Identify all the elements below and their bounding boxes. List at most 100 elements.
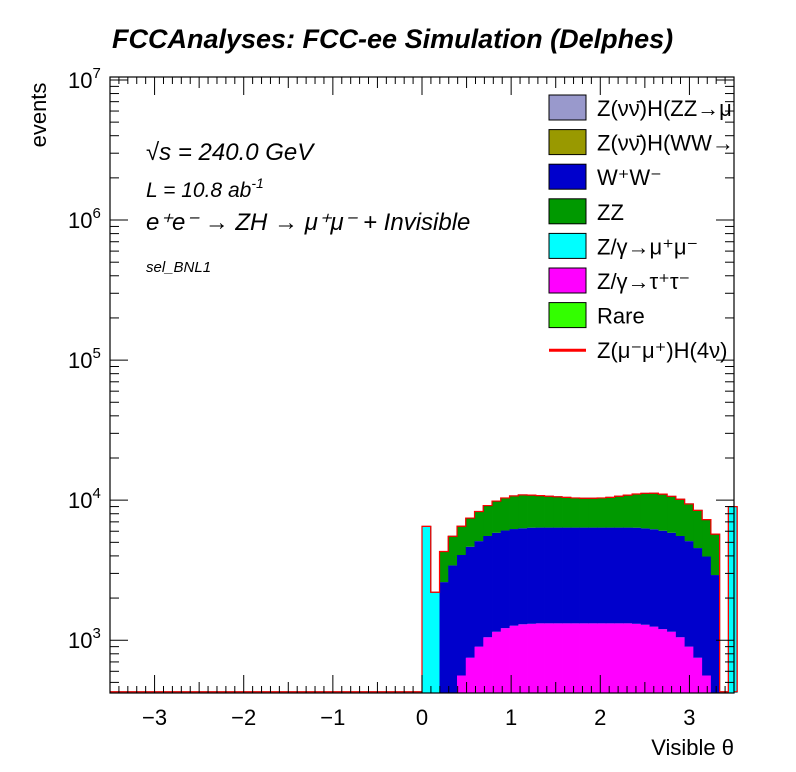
legend-label: Z(νν̄)H(ZZ→μ⁺μ⁻ν⁺ν⁻) [597, 96, 796, 121]
legend-label: ZZ [597, 200, 624, 225]
bar-ww [597, 527, 607, 624]
bar-ww [579, 527, 589, 624]
legend-swatch [548, 302, 587, 329]
bar-zgamma_tautau [527, 623, 537, 693]
bar-zz [535, 495, 545, 528]
legend-item-ww: W⁺W⁻ [548, 163, 662, 190]
plot-frame [109, 76, 735, 694]
annotation-sqrt-s: √s = 240.0 GeV [146, 139, 315, 166]
bar-zz [605, 497, 615, 528]
bar-ww [623, 527, 633, 624]
bar-zz [702, 519, 712, 557]
bar-zgamma_tautau [658, 629, 668, 693]
signal-line [110, 492, 738, 693]
bar-zz [640, 493, 650, 529]
bar-zgamma_tautau [535, 623, 545, 693]
histogram-bars [110, 492, 738, 693]
bar-ww [588, 527, 598, 624]
bar-ww [457, 554, 467, 676]
bar-zgamma_tautau [553, 623, 563, 693]
bar-zz [509, 495, 519, 530]
bar-zgamma_mumu [728, 506, 738, 693]
annotation-process: e⁺e⁻ → ZH → μ⁺μ⁻ + Invisible [146, 209, 470, 236]
bar-zz [710, 534, 721, 576]
bar-ww [658, 530, 668, 630]
bar-zz [632, 494, 642, 528]
bar-ww [710, 575, 721, 693]
bar-zz [527, 495, 537, 528]
bar-ww [562, 527, 572, 624]
bar-zz [562, 497, 572, 528]
bar-zz [465, 518, 475, 547]
bar-zgamma_tautau [605, 623, 615, 693]
bar-zz [448, 536, 458, 566]
bar-zz [518, 494, 528, 529]
x-tick-label: 1 [505, 705, 517, 730]
bar-zgamma_tautau [597, 623, 607, 693]
y-axis-label: events [26, 83, 51, 148]
bar-zgamma_tautau [544, 623, 554, 693]
legend-swatch [548, 267, 587, 294]
bar-ww [614, 527, 624, 624]
legend-label: Z/γ→τ⁺τ⁻ [597, 269, 690, 294]
x-tick-label: 3 [683, 705, 695, 730]
bar-zgamma_tautau [492, 631, 502, 693]
bar-zz [675, 499, 686, 536]
legend-item-rare: Rare [548, 302, 645, 329]
legend-item-zgamma_tautau: Z/γ→τ⁺τ⁻ [548, 267, 690, 294]
legend-swatch [548, 198, 587, 225]
bar-ww [702, 556, 712, 676]
bar-zz [649, 493, 659, 530]
bar-zgamma_tautau [684, 646, 694, 693]
legend: Z(νν̄)H(ZZ→μ⁺μ⁻ν⁺ν⁻) Z(νν̄)H(WW→μ⁺νμ⁻ν̄) W… [548, 94, 796, 363]
bar-ww [675, 535, 686, 638]
legend-swatch [548, 163, 587, 190]
bar-zgamma_tautau [623, 623, 633, 693]
bar-zgamma_tautau [465, 657, 475, 693]
bar-ww [500, 530, 510, 629]
bar-ww [684, 541, 694, 647]
bar-zz [553, 496, 563, 528]
bar-zgamma_tautau [640, 624, 650, 693]
bar-zz [667, 496, 677, 533]
bar-ww [527, 527, 537, 624]
legend-item-zh_ww_nunu: Z(νν̄)H(WW→μ⁺νμ⁻ν̄) [548, 129, 734, 156]
bar-zz [570, 497, 580, 528]
legend-label: W⁺W⁻ [597, 165, 662, 190]
y-tick-label: 105 [68, 345, 101, 373]
bar-ww [465, 546, 475, 658]
x-tick-label: −1 [320, 705, 345, 730]
bar-zgamma_tautau [579, 623, 589, 693]
bar-zz [623, 495, 633, 528]
bar-ww [474, 541, 484, 647]
bar-zgamma_mumu [422, 526, 432, 693]
bar-zgamma_tautau [614, 623, 624, 693]
bar-ww [518, 528, 528, 625]
bar-zgamma_tautau [474, 646, 484, 693]
annotations: √s = 240.0 GeV L = 10.8 ab-1 e⁺e⁻ → ZH →… [146, 139, 470, 276]
legend-item-zh_zz_nunu: Z(νν̄)H(ZZ→μ⁺μ⁻ν⁺ν⁻) [548, 94, 796, 121]
y-tick-label: 104 [68, 485, 101, 513]
legend-item-zgamma_mumu: Z/γ→μ⁺μ⁻ [548, 232, 698, 259]
bar-zgamma_tautau [675, 637, 686, 693]
bar-zgamma_tautau [518, 624, 528, 693]
bar-zgamma_tautau [509, 625, 519, 693]
bar-zgamma_tautau [457, 675, 467, 693]
bar-ww [535, 527, 545, 624]
bar-ww [509, 529, 519, 626]
bar-zz [544, 496, 554, 528]
x-tick-label: 2 [594, 705, 606, 730]
chart-title: FCCAnalyses: FCC-ee Simulation (Delphes) [112, 24, 673, 54]
x-tick-label: −2 [231, 705, 256, 730]
bar-ww [439, 582, 449, 693]
bar-zgamma_tautau [588, 623, 598, 693]
bar-zz [684, 503, 694, 542]
bar-ww [605, 527, 615, 624]
bar-zz [614, 496, 624, 528]
bar-zgamma_tautau [667, 631, 677, 693]
bar-zgamma_tautau [500, 628, 510, 693]
annotation-selection: sel_BNL1 [146, 259, 211, 276]
annotation-luminosity: L = 10.8 ab-1 [146, 175, 264, 202]
y-tick-label: 106 [68, 205, 101, 233]
